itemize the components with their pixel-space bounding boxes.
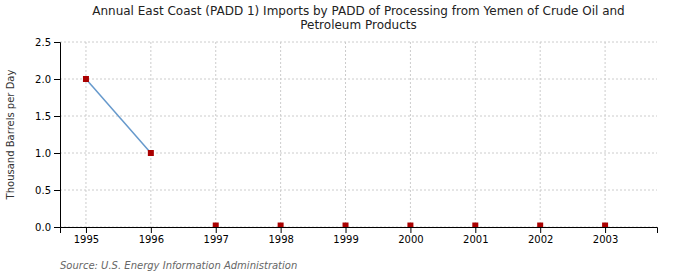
y-tick-label: 0.5 bbox=[35, 185, 51, 196]
x-tick-mark bbox=[281, 227, 282, 233]
x-tick: 1998 bbox=[268, 227, 293, 245]
grid-line-x bbox=[215, 42, 216, 227]
grid-line-x bbox=[410, 42, 411, 227]
grid-line-x bbox=[475, 42, 476, 227]
y-tick-label: 2.0 bbox=[35, 74, 51, 85]
y-tick-mark bbox=[54, 116, 60, 117]
y-axis-line bbox=[54, 43, 61, 228]
x-tick-label: 2001 bbox=[463, 234, 488, 245]
y-tick-label: 1.0 bbox=[35, 148, 51, 159]
marks bbox=[83, 76, 608, 227]
grid-line-x bbox=[605, 42, 606, 227]
grid-line-y bbox=[60, 42, 657, 43]
grid-line-x bbox=[150, 42, 151, 227]
source-note: Source: U.S. Energy Information Administ… bbox=[60, 260, 297, 271]
grid-line-x bbox=[345, 42, 346, 227]
y-tick-mark bbox=[54, 227, 60, 228]
y-tick-mark bbox=[54, 42, 60, 43]
data-point bbox=[148, 150, 154, 156]
chart: Annual East Coast (PADD 1) Imports by PA… bbox=[0, 0, 675, 275]
x-tick-mark bbox=[151, 227, 152, 233]
grid-line-x bbox=[280, 42, 281, 227]
y-axis-title: Thousand Barrels per Day bbox=[5, 70, 16, 201]
x-tick-label: 1998 bbox=[268, 234, 293, 245]
data-point bbox=[278, 223, 284, 227]
y-tick-mark bbox=[54, 153, 60, 154]
grid-line-x bbox=[540, 42, 541, 227]
x-tick: 2003 bbox=[593, 227, 618, 245]
y-tick: 1.0 bbox=[35, 148, 60, 159]
data-point bbox=[602, 223, 608, 227]
grid-line-y bbox=[60, 190, 657, 191]
grid bbox=[60, 42, 657, 227]
data-point bbox=[213, 223, 219, 227]
x-axis-line bbox=[61, 228, 658, 234]
y-tick-label: 2.5 bbox=[35, 37, 51, 48]
x-tick: 2001 bbox=[463, 227, 488, 245]
x-tick: 1995 bbox=[74, 227, 99, 245]
x-tick-mark bbox=[216, 227, 217, 233]
x-tick-label: 1995 bbox=[74, 234, 99, 245]
x-tick-label: 1996 bbox=[139, 234, 164, 245]
y-tick-mark bbox=[54, 79, 60, 80]
x-tick: 1999 bbox=[333, 227, 358, 245]
x-axis: 1995 1996 1997 1998 1999 2000 2001 2002 2003 bbox=[61, 227, 658, 245]
series-line bbox=[86, 79, 151, 153]
x-tick-mark bbox=[86, 227, 87, 233]
y-tick: 1.5 bbox=[35, 111, 60, 122]
grid-line-x bbox=[85, 42, 86, 227]
x-tick-label: 2002 bbox=[528, 234, 553, 245]
x-tick-mark bbox=[605, 227, 606, 233]
chart-title-line: Annual East Coast (PADD 1) Imports by PA… bbox=[92, 4, 625, 18]
data-point bbox=[537, 223, 543, 227]
y-tick-label: 1.5 bbox=[35, 111, 51, 122]
x-tick-label: 2003 bbox=[593, 234, 618, 245]
x-tick: 1996 bbox=[139, 227, 164, 245]
data-point bbox=[407, 223, 413, 227]
y-tick-label: 0.0 bbox=[35, 222, 51, 233]
x-tick-label: 1997 bbox=[204, 234, 229, 245]
data-point bbox=[472, 223, 478, 227]
grid-line-y bbox=[60, 116, 657, 117]
plot-area: 1995199619971998199920002001200220030.00… bbox=[35, 37, 657, 245]
y-axis: 0.0 0.5 1.0 1.5 2.0 2.5 bbox=[35, 37, 60, 233]
y-tick: 0.0 bbox=[35, 222, 60, 233]
data-point bbox=[83, 76, 89, 82]
x-tick-label: 1999 bbox=[333, 234, 358, 245]
x-tick: 2000 bbox=[398, 227, 423, 245]
chart-title-line: Petroleum Products bbox=[300, 18, 417, 32]
x-tick-label: 2000 bbox=[398, 234, 423, 245]
x-tick: 1997 bbox=[204, 227, 229, 245]
y-tick-mark bbox=[54, 190, 60, 191]
x-tick-mark bbox=[410, 227, 411, 233]
x-tick-mark bbox=[346, 227, 347, 233]
y-tick: 2.5 bbox=[35, 37, 60, 48]
x-tick-mark bbox=[475, 227, 476, 233]
chart-title: Annual East Coast (PADD 1) Imports by PA… bbox=[92, 4, 625, 32]
grid-line-y bbox=[60, 79, 657, 80]
x-tick: 2002 bbox=[528, 227, 553, 245]
x-tick-mark bbox=[540, 227, 541, 233]
y-tick: 2.0 bbox=[35, 74, 60, 85]
data-point bbox=[343, 223, 349, 227]
y-tick: 0.5 bbox=[35, 185, 60, 196]
